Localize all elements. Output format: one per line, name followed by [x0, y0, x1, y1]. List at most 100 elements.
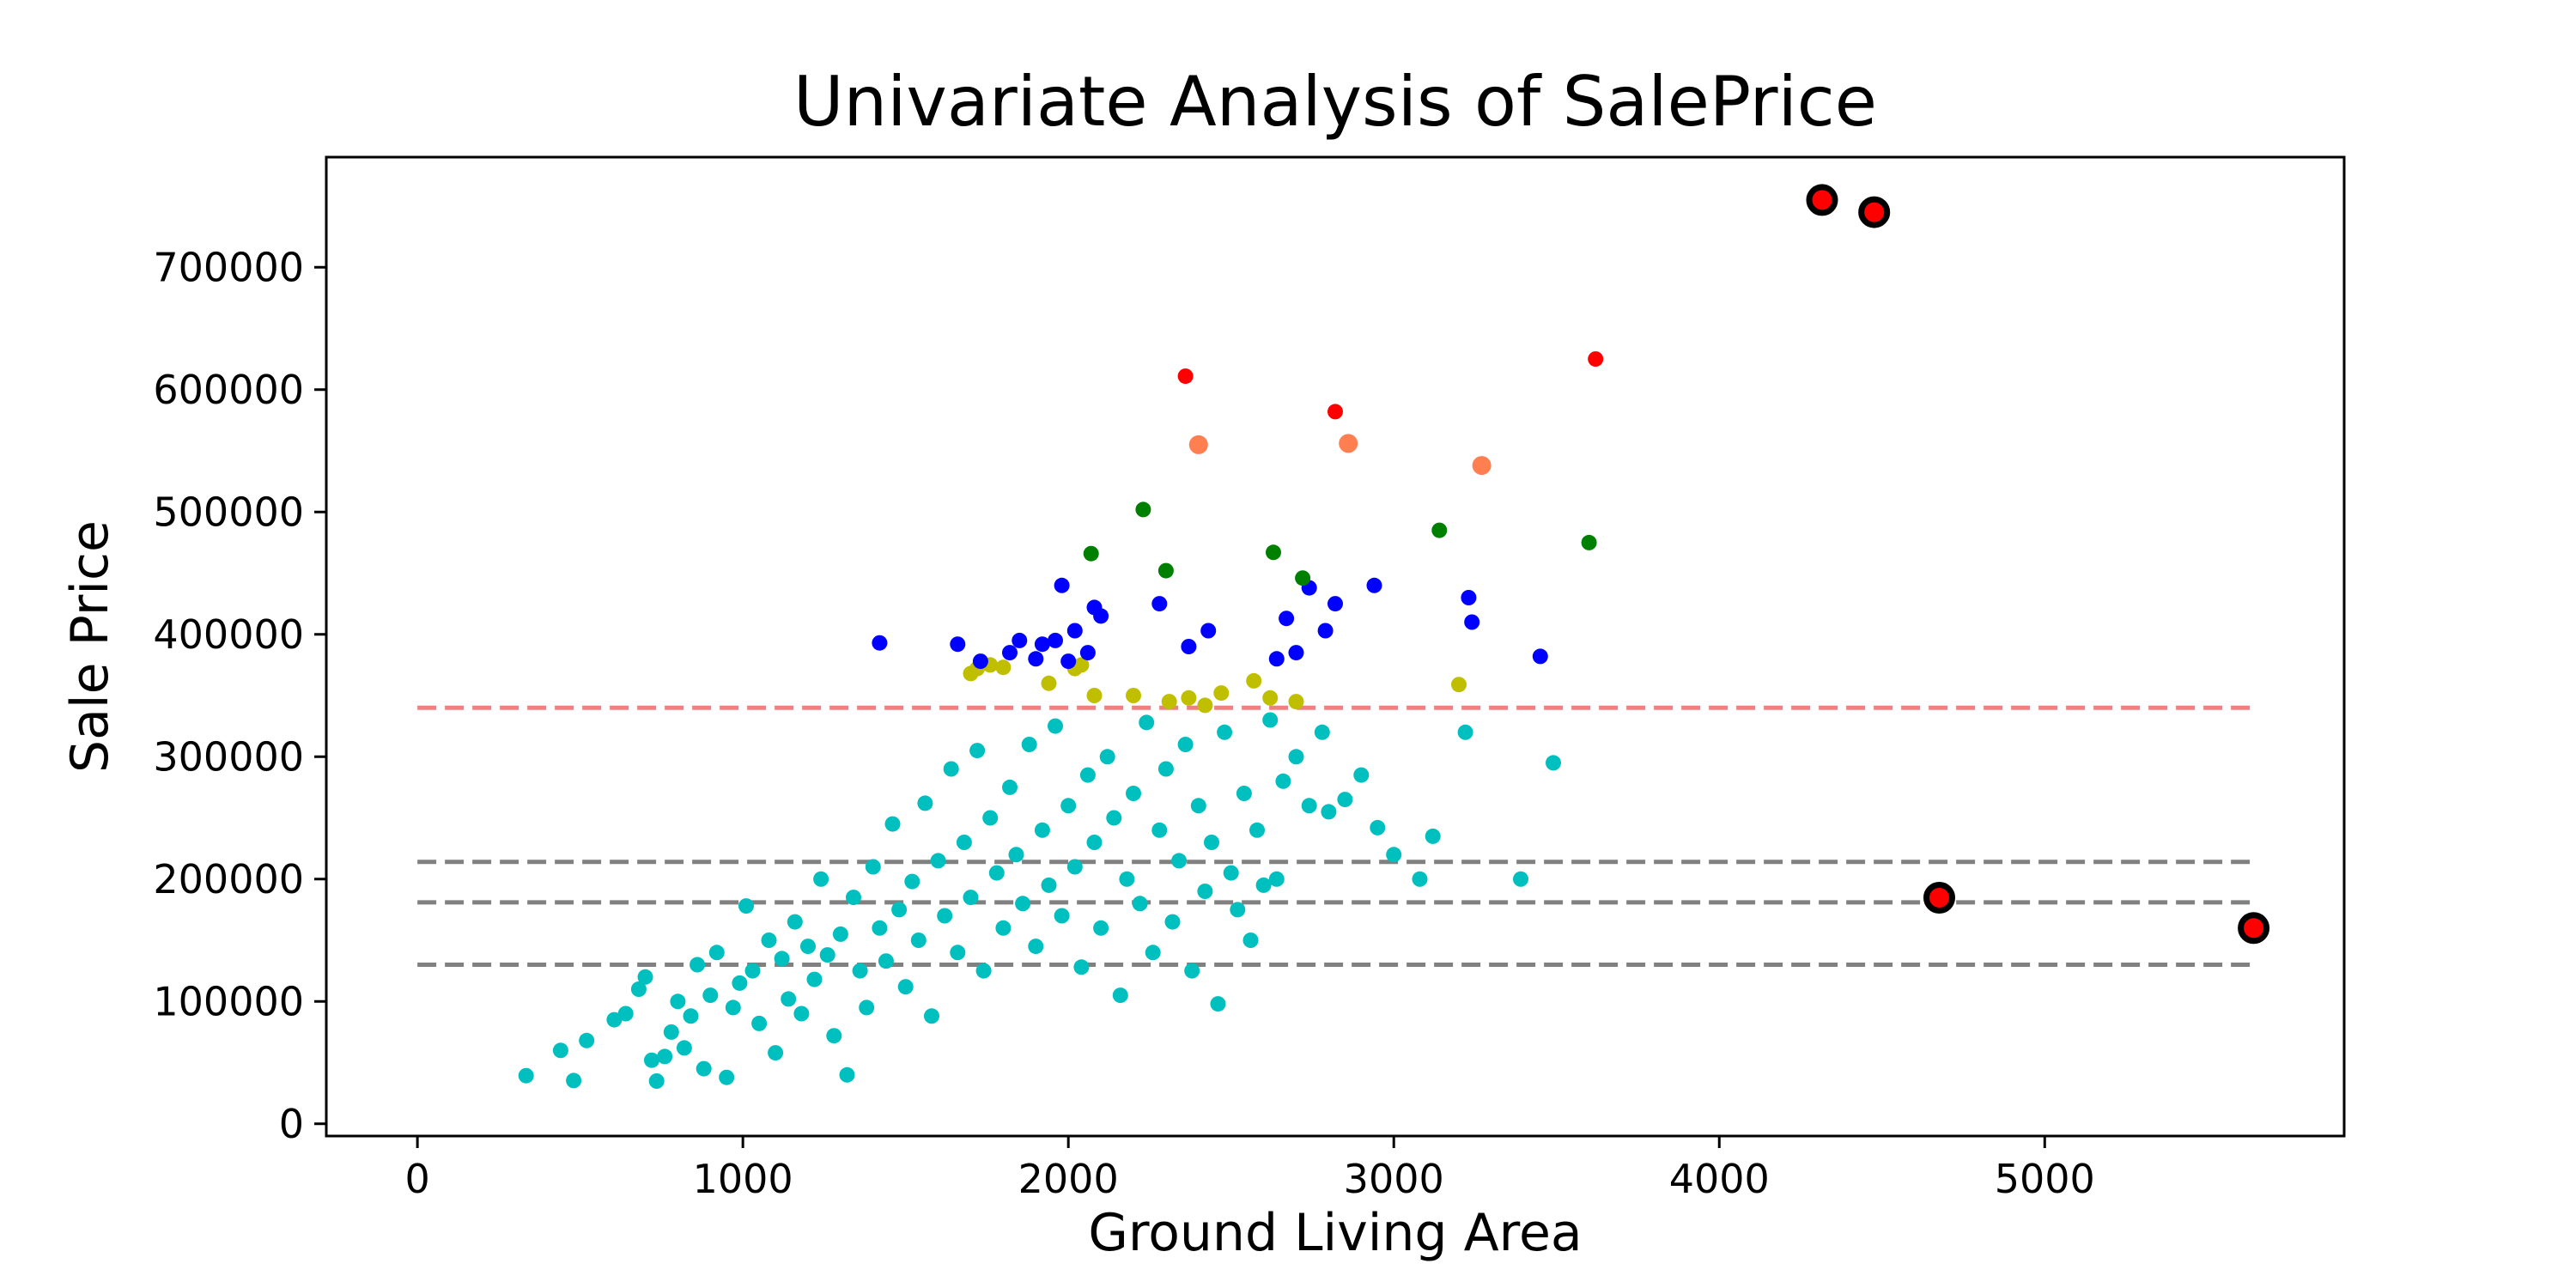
data-point: [1366, 577, 1382, 593]
data-point: [617, 1005, 634, 1022]
data-point: [924, 1008, 939, 1024]
data-point: [702, 987, 719, 1004]
data-point: [1337, 792, 1353, 808]
data-point: [1139, 714, 1155, 731]
y-tick-label: 400000: [153, 611, 304, 658]
y-tick-label: 500000: [153, 489, 304, 535]
data-point: [2238, 912, 2270, 945]
data-point: [1546, 755, 1561, 771]
data-point: [1858, 196, 1891, 228]
data-point: [1249, 822, 1265, 838]
data-point: [1106, 810, 1122, 826]
data-point: [972, 653, 988, 670]
data-point: [1171, 853, 1188, 869]
data-point: [1028, 939, 1044, 955]
data-point: [1041, 675, 1057, 691]
data-point: [1021, 737, 1037, 752]
data-point: [1197, 697, 1213, 714]
data-point: [846, 890, 861, 906]
data-point: [930, 853, 946, 869]
data-point: [1230, 902, 1246, 918]
data-point: [1028, 651, 1044, 667]
x-tick-label: 4000: [1669, 1156, 1770, 1202]
data-point: [878, 953, 894, 969]
data-point: [1008, 847, 1024, 863]
data-point: [1177, 737, 1194, 752]
data-point: [1223, 865, 1239, 881]
data-point: [751, 1015, 768, 1031]
data-point: [774, 951, 790, 967]
data-point: [1266, 544, 1281, 561]
data-point: [518, 1067, 534, 1084]
data-point: [1588, 351, 1604, 368]
reference-lines: [417, 705, 2257, 967]
data-point: [606, 1012, 623, 1028]
data-point: [904, 873, 920, 890]
data-point: [648, 1073, 665, 1089]
data-point: [1317, 623, 1334, 639]
data-point: [995, 920, 1012, 936]
data-point: [1204, 835, 1219, 850]
data-point: [1079, 645, 1096, 661]
data-point: [719, 1069, 735, 1085]
data-point: [988, 865, 1005, 881]
data-point: [995, 659, 1012, 676]
data-point: [1066, 623, 1083, 639]
data-point: [1002, 645, 1018, 661]
data-point: [1327, 596, 1343, 612]
data-point: [696, 1060, 712, 1077]
data-point: [1461, 590, 1477, 605]
data-point: [1197, 884, 1213, 899]
data-point: [1184, 963, 1200, 979]
data-point: [738, 898, 754, 914]
data-point: [1073, 959, 1090, 975]
y-tick-label: 600000: [153, 367, 304, 413]
data-point: [1288, 645, 1304, 661]
data-point: [897, 979, 914, 995]
data-point: [865, 859, 881, 875]
data-point: [1164, 914, 1181, 930]
data-point: [1314, 724, 1330, 740]
data-point: [1015, 896, 1031, 912]
data-point: [982, 810, 999, 826]
data-point: [676, 1040, 692, 1056]
data-point: [1262, 712, 1279, 728]
data-point: [1034, 636, 1050, 653]
data-point: [1295, 570, 1311, 586]
data-point: [1048, 632, 1063, 648]
data-point: [1923, 882, 1955, 914]
data-point: [1041, 877, 1057, 893]
y-tick-label: 700000: [153, 244, 304, 290]
data-point: [1034, 822, 1050, 838]
y-tick-label: 100000: [153, 978, 304, 1024]
data-point: [1412, 871, 1428, 887]
data-point: [1279, 611, 1295, 627]
data-point: [1339, 434, 1358, 453]
data-point: [1255, 877, 1272, 893]
data-point: [744, 963, 761, 979]
data-point: [1370, 819, 1386, 835]
data-point: [1242, 933, 1259, 948]
plot-area-frame: [325, 155, 2346, 1138]
data-point: [670, 993, 686, 1010]
data-point: [969, 743, 986, 759]
data-point: [975, 963, 992, 979]
x-axis-ticks: 0 1000 2000 3000 4000 5000: [404, 1136, 2095, 1202]
data-point: [937, 908, 953, 924]
data-point: [781, 991, 797, 1007]
data-point: [1236, 786, 1252, 801]
y-tick-label: 200000: [153, 856, 304, 902]
data-point: [1083, 545, 1099, 562]
data-point: [910, 933, 927, 948]
data-point: [1188, 434, 1208, 454]
data-point: [579, 1032, 595, 1048]
data-point: [683, 1008, 699, 1024]
data-point: [1086, 688, 1103, 703]
data-point: [1301, 798, 1317, 814]
data-point: [1151, 596, 1168, 612]
data-point: [1099, 749, 1115, 765]
data-point: [1581, 534, 1597, 550]
data-point: [1275, 773, 1291, 789]
data-point: [1213, 685, 1230, 702]
